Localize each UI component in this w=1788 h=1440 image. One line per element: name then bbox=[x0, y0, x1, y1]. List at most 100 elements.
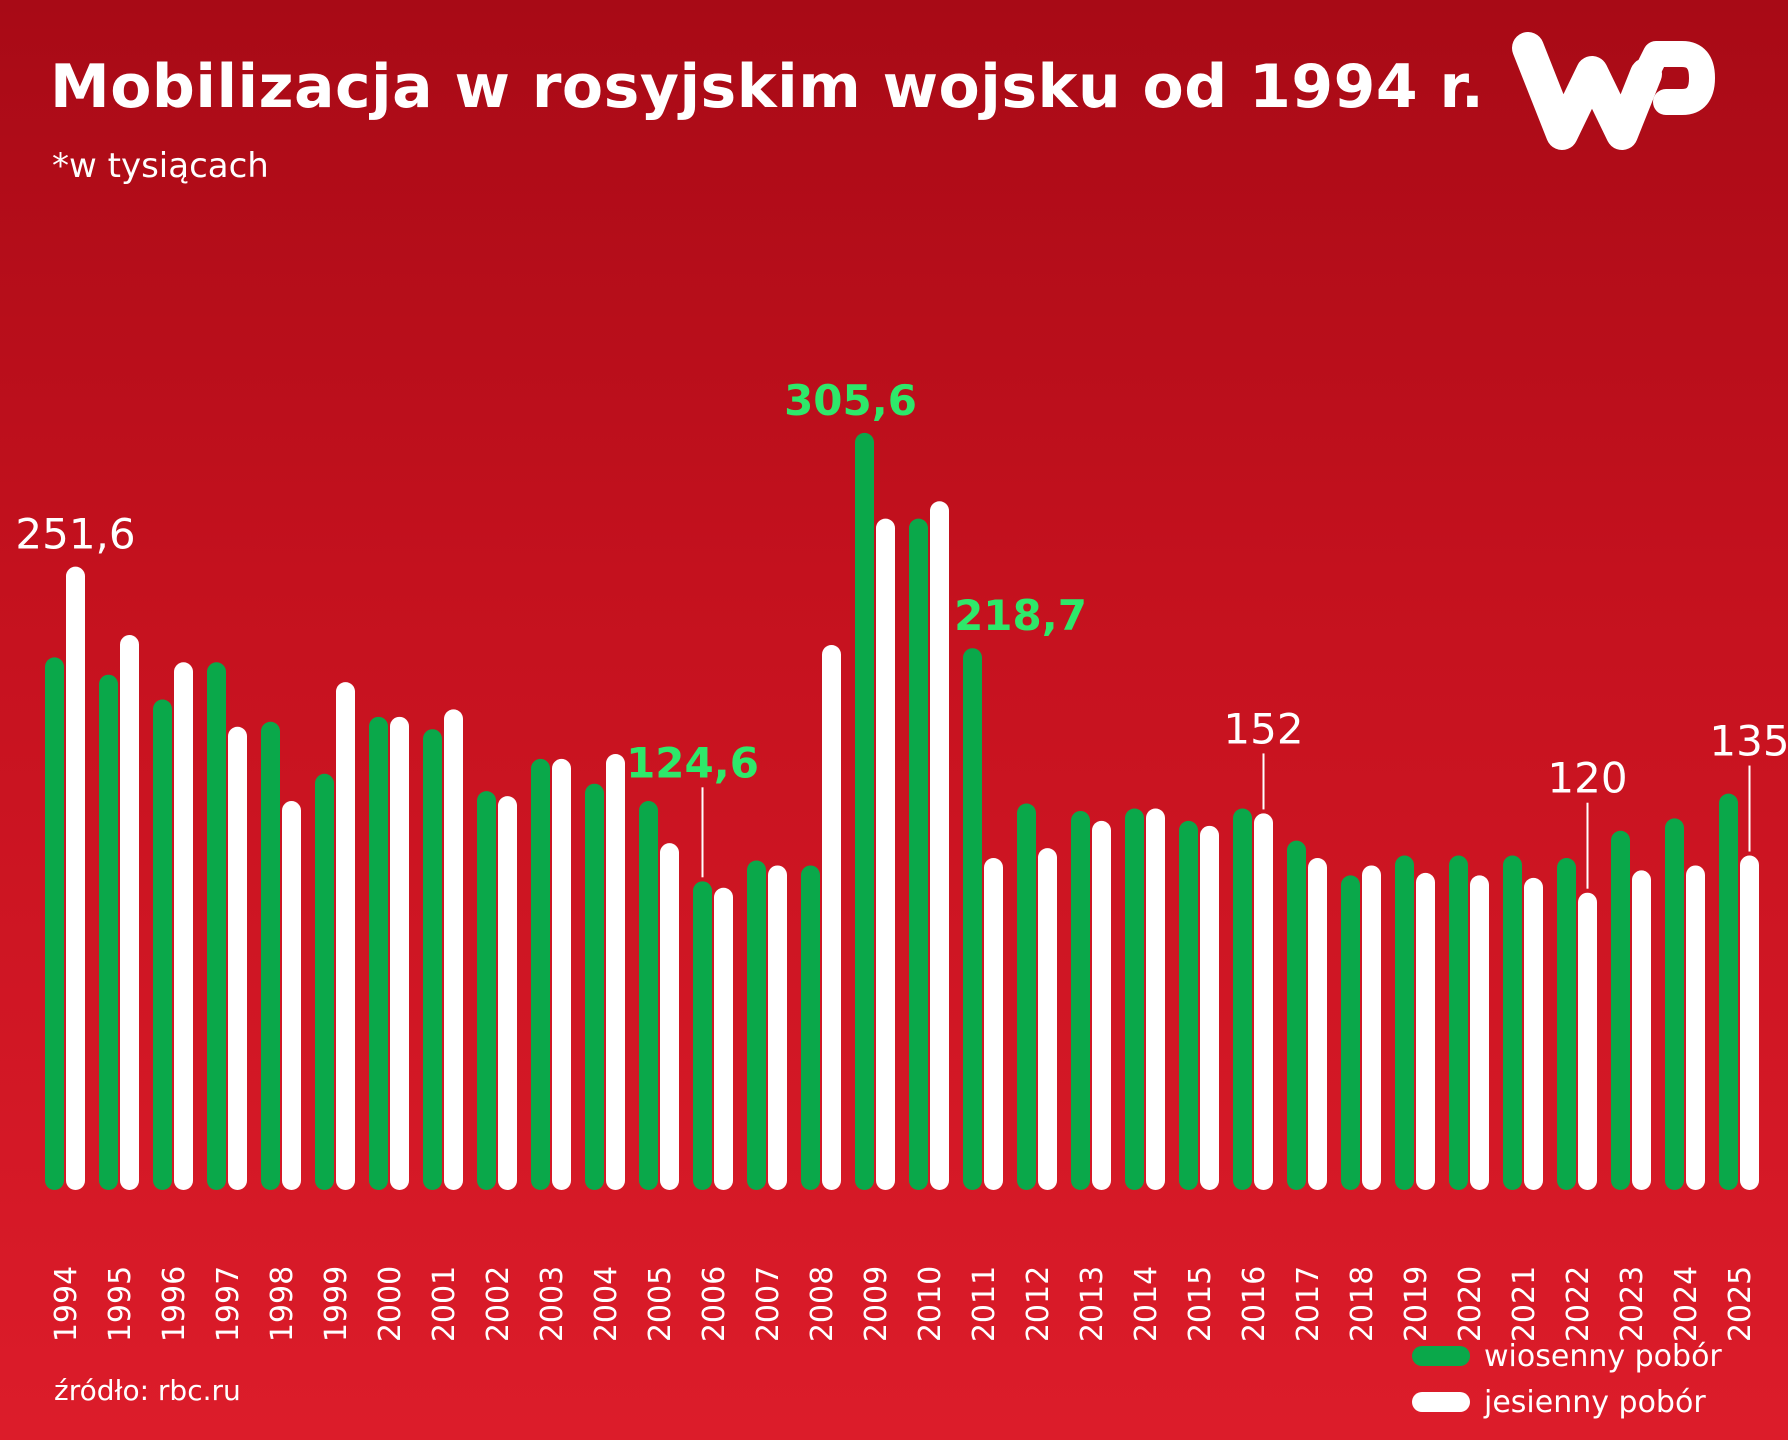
bar-spring-1996 bbox=[153, 699, 172, 1190]
bar-autumn-2010 bbox=[930, 501, 949, 1190]
x-tick-label-1996: 1996 bbox=[157, 1266, 192, 1342]
bar-autumn-2012 bbox=[1038, 848, 1057, 1190]
x-tick-label-1998: 1998 bbox=[265, 1266, 300, 1342]
bar-spring-2022 bbox=[1557, 858, 1576, 1190]
x-tick-label-2004: 2004 bbox=[589, 1266, 624, 1342]
bar-spring-1999 bbox=[315, 773, 334, 1190]
bar-spring-2018 bbox=[1341, 875, 1360, 1190]
data-label-1994: 251,6 bbox=[15, 510, 135, 559]
x-tick-label-2013: 2013 bbox=[1075, 1266, 1110, 1342]
source-note: źródło: rbc.ru bbox=[54, 1374, 241, 1407]
x-tick-label-2015: 2015 bbox=[1183, 1266, 1218, 1342]
wp-logo bbox=[1512, 32, 1715, 150]
bar-autumn-2001 bbox=[444, 709, 463, 1190]
bar-autumn-2025 bbox=[1740, 855, 1759, 1190]
bar-autumn-2019 bbox=[1416, 872, 1435, 1190]
bar-spring-2019 bbox=[1395, 855, 1414, 1190]
bar-spring-1995 bbox=[99, 674, 118, 1190]
bar-autumn-2003 bbox=[552, 758, 571, 1190]
bar-spring-2006 bbox=[693, 881, 712, 1190]
bar-spring-2010 bbox=[909, 518, 928, 1190]
bar-spring-2001 bbox=[423, 729, 442, 1190]
bar-spring-2009 bbox=[855, 432, 874, 1190]
bar-autumn-2011 bbox=[984, 858, 1003, 1190]
x-tick-label-2001: 2001 bbox=[427, 1266, 462, 1342]
bar-autumn-2009 bbox=[876, 518, 895, 1190]
bar-spring-2020 bbox=[1449, 855, 1468, 1190]
bar-autumn-2024 bbox=[1686, 865, 1705, 1190]
x-tick-label-2002: 2002 bbox=[481, 1266, 516, 1342]
bar-spring-2016 bbox=[1233, 808, 1252, 1190]
bar-spring-2025 bbox=[1719, 793, 1738, 1190]
bar-spring-2013 bbox=[1071, 810, 1090, 1190]
data-label-2016: 152 bbox=[1223, 704, 1303, 753]
bar-autumn-2022 bbox=[1578, 892, 1597, 1190]
bar-spring-2004 bbox=[585, 783, 604, 1190]
bar-spring-2012 bbox=[1017, 803, 1036, 1190]
x-tick-label-1994: 1994 bbox=[49, 1266, 84, 1342]
bar-spring-1994 bbox=[45, 657, 64, 1190]
bar-spring-2000 bbox=[369, 716, 388, 1190]
x-tick-label-2022: 2022 bbox=[1561, 1266, 1596, 1342]
chart-title: Mobilizacja w rosyjskim wojsku od 1994 r… bbox=[50, 52, 1485, 122]
chart-subtitle: *w tysiącach bbox=[52, 146, 269, 186]
x-tick-label-2025: 2025 bbox=[1723, 1266, 1758, 1342]
bar-autumn-2005 bbox=[660, 843, 679, 1190]
bar-autumn-2007 bbox=[768, 865, 787, 1190]
bar-autumn-2021 bbox=[1524, 877, 1543, 1190]
x-tick-label-2021: 2021 bbox=[1507, 1266, 1542, 1342]
x-tick-label-2018: 2018 bbox=[1345, 1266, 1380, 1342]
data-label-2009: 305,6 bbox=[784, 376, 917, 425]
data-label-2006: 124,6 bbox=[626, 738, 759, 787]
x-tick-label-2012: 2012 bbox=[1021, 1266, 1056, 1342]
x-tick-label-1999: 1999 bbox=[319, 1266, 354, 1342]
x-tick-label-1995: 1995 bbox=[103, 1266, 138, 1342]
data-label-2011: 218,7 bbox=[954, 591, 1087, 640]
bar-autumn-2008 bbox=[822, 644, 841, 1190]
x-tick-label-2005: 2005 bbox=[643, 1266, 678, 1342]
bar-spring-2017 bbox=[1287, 840, 1306, 1190]
bar-spring-1997 bbox=[207, 662, 226, 1190]
x-tick-label-2003: 2003 bbox=[535, 1266, 570, 1342]
bar-autumn-1996 bbox=[174, 662, 193, 1190]
legend-swatch-spring bbox=[1412, 1346, 1470, 1366]
bar-autumn-2000 bbox=[390, 716, 409, 1190]
bar-autumn-2004 bbox=[606, 753, 625, 1190]
bar-spring-2014 bbox=[1125, 808, 1144, 1190]
bar-spring-2024 bbox=[1665, 818, 1684, 1190]
x-tick-label-2007: 2007 bbox=[751, 1266, 786, 1342]
bar-autumn-2006 bbox=[714, 887, 733, 1190]
bar-spring-2005 bbox=[639, 801, 658, 1190]
bar-autumn-2023 bbox=[1632, 870, 1651, 1190]
bar-spring-2011 bbox=[963, 648, 982, 1190]
bar-autumn-2018 bbox=[1362, 865, 1381, 1190]
x-tick-label-2016: 2016 bbox=[1237, 1266, 1272, 1342]
data-label-2025: 135 bbox=[1709, 717, 1788, 766]
legend-label-spring: wiosenny pobór bbox=[1484, 1338, 1722, 1374]
data-label-2022: 120 bbox=[1547, 754, 1627, 803]
x-tick-label-2008: 2008 bbox=[805, 1266, 840, 1342]
bar-spring-2023 bbox=[1611, 830, 1630, 1190]
bar-autumn-1997 bbox=[228, 726, 247, 1190]
x-tick-label-2023: 2023 bbox=[1615, 1266, 1650, 1342]
bar-autumn-2014 bbox=[1146, 808, 1165, 1190]
x-tick-label-2009: 2009 bbox=[859, 1266, 894, 1342]
legend-label-autumn: jesienny pobór bbox=[1484, 1384, 1706, 1420]
x-tick-label-2011: 2011 bbox=[967, 1266, 1002, 1342]
x-tick-label-1997: 1997 bbox=[211, 1266, 246, 1342]
x-tick-label-2020: 2020 bbox=[1453, 1266, 1488, 1342]
bar-autumn-2016 bbox=[1254, 813, 1273, 1190]
x-tick-label-2010: 2010 bbox=[913, 1266, 948, 1342]
bar-autumn-2015 bbox=[1200, 825, 1219, 1190]
bar-spring-1998 bbox=[261, 721, 280, 1190]
bar-autumn-2013 bbox=[1092, 820, 1111, 1190]
bar-autumn-1994 bbox=[66, 566, 85, 1190]
x-tick-label-2014: 2014 bbox=[1129, 1266, 1164, 1342]
x-tick-label-2024: 2024 bbox=[1669, 1266, 1704, 1342]
bar-spring-2007 bbox=[747, 860, 766, 1190]
bar-spring-2015 bbox=[1179, 820, 1198, 1190]
legend-item-autumn: jesienny pobór bbox=[1412, 1382, 1706, 1422]
bar-spring-2021 bbox=[1503, 855, 1522, 1190]
x-tick-label-2017: 2017 bbox=[1291, 1266, 1326, 1342]
